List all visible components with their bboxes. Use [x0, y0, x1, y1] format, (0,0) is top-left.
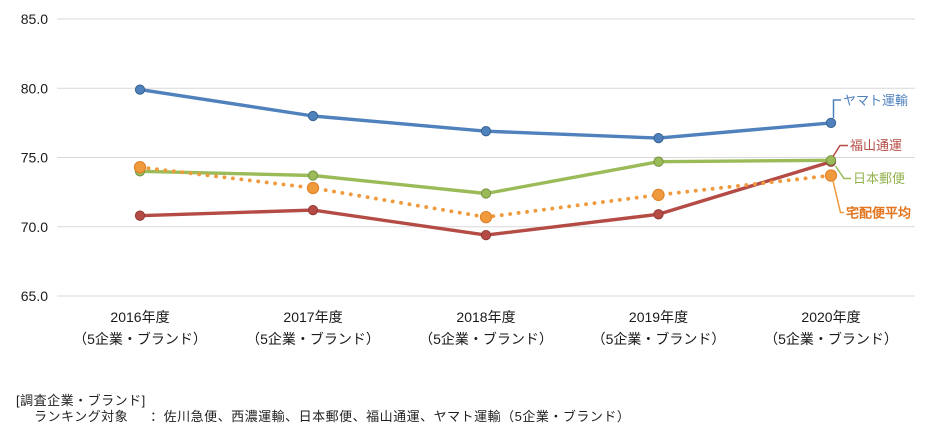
legend-leader-yamato-transport [832, 99, 841, 118]
data-point-yamato-transport-2018年度 [480, 126, 492, 137]
y-tick-65.0: 65.0 [21, 288, 48, 304]
footnote-ranking-row: ランキング対象 ：佐川急便、西濃運輸、日本郵便、福山通運、ヤマト運輸（5企業・ブラ… [34, 406, 630, 425]
legend-label-fukuyama-transporting: 福山通運 [850, 138, 902, 153]
data-point-yamato-transport-2016年度 [134, 84, 146, 95]
x-tick-2017年度: 2017年度 [283, 309, 342, 325]
x-tick-2018年度: 2018年度 [456, 309, 515, 325]
y-tick-80.0: 80.0 [21, 80, 48, 96]
x-tick-sublabel-2016年度: （5企業・ブランド） [73, 331, 207, 347]
x-tick-sublabel-2018年度: （5企業・ブランド） [419, 331, 553, 347]
y-tick-70.0: 70.0 [21, 219, 48, 235]
x-tick-sublabel-2020年度: （5企業・ブランド） [764, 331, 898, 347]
data-point-japan-post-2018年度 [480, 188, 492, 199]
legend-leader-japan-post [834, 165, 851, 180]
data-point-yamato-transport-2020年度 [825, 117, 837, 129]
data-point-delivery-average-2018年度 [479, 210, 493, 224]
data-point-fukuyama-transporting-2016年度 [134, 210, 146, 221]
data-point-fukuyama-transporting-2017年度 [307, 204, 319, 216]
footnote-survey-title: [調査企業・ブランド] [16, 393, 146, 408]
legend-label-delivery-average: 宅配便平均 [846, 206, 911, 221]
data-point-delivery-average-2019年度 [652, 188, 665, 202]
y-tick-75.0: 75.0 [21, 150, 48, 166]
legend-leader-fukuyama-transporting [832, 144, 848, 157]
footnote-ranking-label: ランキング対象 [34, 409, 129, 424]
data-point-delivery-average-2020年度 [824, 169, 838, 182]
data-point-japan-post-2019年度 [653, 156, 664, 167]
y-tick-85.0: 85.0 [21, 11, 48, 27]
footnote-ranking-companies: ：佐川急便、西濃運輸、日本郵便、福山通運、ヤマト運輸（5企業・ブランド） [150, 409, 631, 424]
data-point-yamato-transport-2019年度 [653, 132, 664, 144]
x-tick-2019年度: 2019年度 [629, 309, 688, 325]
satisfaction-line-chart: 85.0 80.0 75.0 70.0 65.0 2016年度 （5企業・ブランド） 2017… [21, 11, 915, 347]
legend-label-japan-post: 日本郵便 [853, 171, 905, 186]
data-point-delivery-average-2016年度 [133, 161, 147, 174]
x-tick-sublabel-2017年度: （5企業・ブランド） [246, 331, 380, 347]
legend-label-yamato-transport: ヤマト運輸 [843, 93, 908, 108]
x-tick-sublabel-2019年度: （5企業・ブランド） [592, 331, 726, 347]
x-tick-2020年度: 2020年度 [801, 309, 860, 325]
data-point-japan-post-2017年度 [307, 170, 319, 181]
data-point-japan-post-2020年度 [825, 155, 837, 166]
data-point-yamato-transport-2017年度 [307, 110, 319, 122]
data-point-fukuyama-transporting-2018年度 [480, 229, 492, 241]
data-point-fukuyama-transporting-2019年度 [653, 209, 664, 220]
x-tick-2016年度: 2016年度 [110, 309, 169, 325]
legend-leader-delivery-average [832, 180, 844, 214]
data-point-delivery-average-2017年度 [306, 181, 320, 195]
